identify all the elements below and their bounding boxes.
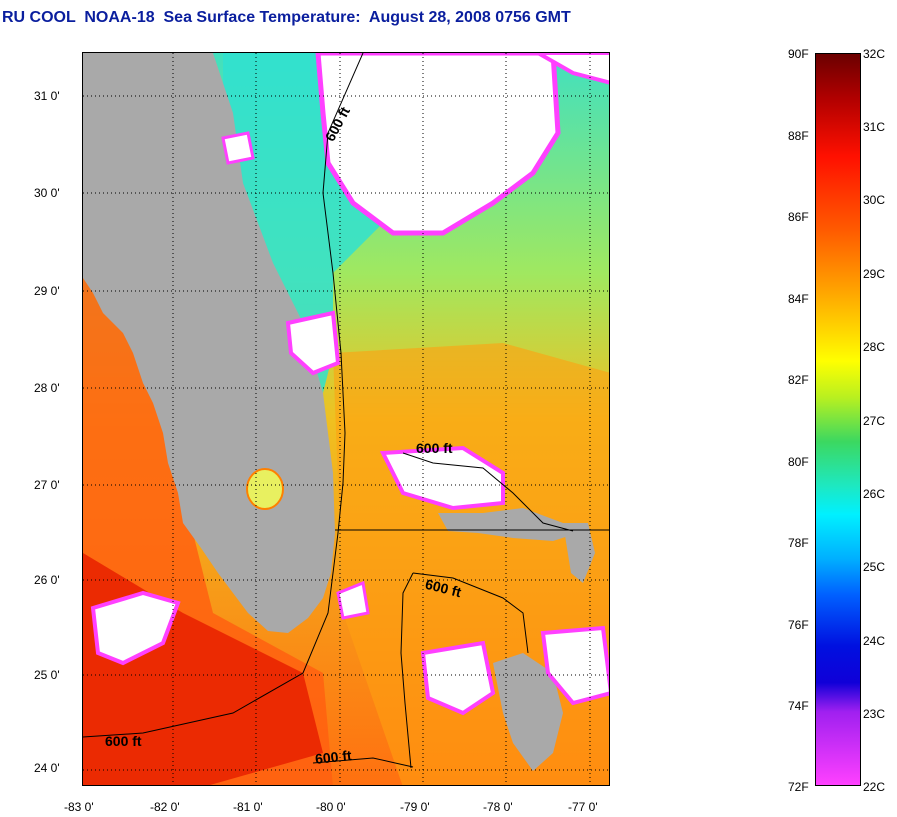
grand-bahama-land — [438, 508, 578, 541]
graticule — [83, 53, 609, 785]
lat-label: 27 0' — [34, 478, 60, 492]
lat-label: 26 0' — [34, 573, 60, 587]
colorbar-label-c: 25C — [863, 560, 886, 574]
colorbar-label-f: 86F — [788, 210, 809, 224]
contour-600ft-south — [312, 757, 414, 768]
colorbar-label-c: 22C — [863, 780, 886, 794]
lat-label: 24 0' — [34, 761, 60, 775]
colorbar-label-c: 27C — [863, 414, 886, 428]
colorbar-label-c: 24C — [863, 634, 886, 648]
lon-label: -81 0' — [233, 800, 263, 814]
cloud-patch-northeast — [533, 53, 609, 85]
colorbar-label-c: 31C — [863, 120, 886, 134]
contour-600ft-tongue — [400, 572, 414, 769]
colorbar-label-f: 72F — [788, 780, 809, 794]
sst-map: 600 ft 600 ft 600 ft 600 ft 600 ft — [82, 52, 610, 786]
cloud-patch-central — [379, 445, 505, 511]
lon-label: -78 0' — [483, 800, 513, 814]
cloud-patch-gulf — [90, 590, 181, 666]
sst-map-image — [83, 53, 609, 785]
cloud-patch-coast — [285, 310, 341, 376]
colorbar-label-c: 29C — [863, 267, 886, 281]
colorbar-label-f: 90F — [788, 47, 809, 61]
map-title: RU COOL NOAA-18 Sea Surface Temperature:… — [2, 9, 571, 26]
lon-label: -79 0' — [400, 800, 430, 814]
colorbar-label-f: 84F — [788, 292, 809, 306]
colorbar-label-c: 32C — [863, 47, 886, 61]
lon-label: -82 0' — [150, 800, 180, 814]
contour-600ft-bahamas — [402, 452, 574, 532]
colorbar-label-c: 28C — [863, 340, 886, 354]
colorbar-label-f: 82F — [788, 373, 809, 387]
cloud-patch-north — [315, 53, 561, 236]
lat-label: 30 0' — [34, 186, 60, 200]
contour-label-gulf: 600 ft — [105, 733, 142, 749]
lon-label: -77 0' — [568, 800, 598, 814]
colorbar-label-c: 23C — [863, 707, 886, 721]
lat-label: 31 0' — [34, 89, 60, 103]
lat-label: 25 0' — [34, 668, 60, 682]
lat-label: 29 0' — [34, 284, 60, 298]
colorbar-label-f: 74F — [788, 699, 809, 713]
lake-okeechobee — [246, 468, 284, 510]
cloud-patch-small — [221, 131, 255, 165]
colorbar-label-f: 80F — [788, 455, 809, 469]
colorbar-label-f: 76F — [788, 618, 809, 632]
colorbar-label-f: 88F — [788, 129, 809, 143]
abaco-land — [563, 523, 595, 583]
colorbar-label-c: 26C — [863, 487, 886, 501]
cloud-patch-keys — [336, 580, 370, 620]
cloud-patch-southeast — [540, 625, 609, 706]
andros-land — [493, 653, 563, 771]
contour-600ft-tongue-east — [412, 572, 529, 654]
cloud-patch-south — [420, 640, 496, 716]
lon-label: -83 0' — [64, 800, 94, 814]
lon-label: -80 0' — [316, 800, 346, 814]
contour-600ft-main — [83, 53, 364, 738]
colorbar-label-f: 78F — [788, 536, 809, 550]
contour-label-bahamas: 600 ft — [416, 440, 453, 456]
lat-label: 28 0' — [34, 381, 60, 395]
colorbar-label-c: 30C — [863, 193, 886, 207]
temperature-colorbar — [815, 53, 861, 786]
